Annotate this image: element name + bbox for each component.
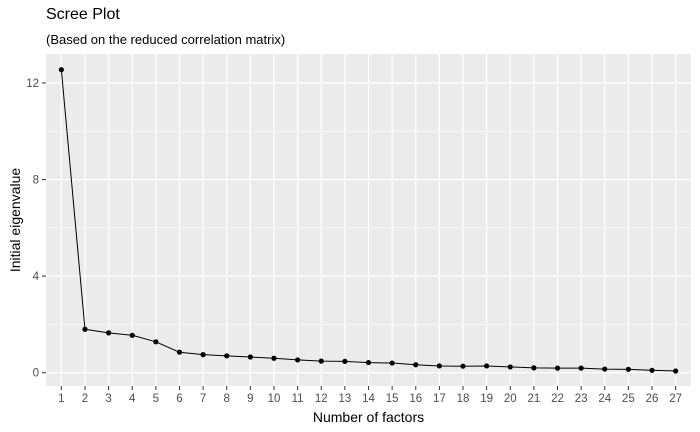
data-point [129,332,135,338]
data-point [318,358,324,364]
x-tick-label: 11 [292,393,304,405]
y-tick-label: 12 [26,78,39,90]
data-point [82,326,88,332]
x-axis-title: Number of factors [313,409,424,425]
data-point [342,358,348,364]
eigenvalue-series [58,67,679,374]
data-point [224,353,230,359]
x-tick-label: 15 [386,393,399,405]
data-point [436,363,442,369]
x-tick-label: 14 [362,393,375,405]
grid-major [46,54,691,386]
data-point [106,330,112,336]
x-tick-label: 20 [504,393,517,405]
data-point [602,366,608,372]
x-tick-label: 7 [200,393,206,405]
x-tick-label: 10 [268,393,281,405]
y-tick-label: 0 [33,368,39,380]
data-point [247,354,253,360]
x-tick-label: 13 [338,393,351,405]
data-point [673,368,679,374]
x-tick-label: 27 [669,393,682,405]
data-point [507,364,513,370]
data-point [554,365,561,371]
x-tick-label: 19 [480,393,493,405]
data-point [649,367,655,373]
chart-title: Scree Plot [46,6,120,23]
y-tick-label: 8 [33,175,39,187]
x-tick-label: 25 [622,393,635,405]
x-tick-label: 23 [575,393,588,405]
data-point [58,67,64,73]
x-tick-label: 21 [527,393,540,405]
x-tick-label: 17 [433,393,446,405]
x-tick-label: 16 [409,393,422,405]
chart-subtitle: (Based on the reduced correlation matrix… [46,32,286,47]
data-point [578,365,584,371]
data-point [153,339,159,345]
x-tick-label: 22 [551,393,564,405]
data-point [484,363,490,369]
x-tick-label: 24 [598,393,611,405]
data-point [200,352,206,358]
x-tick-label: 12 [315,393,328,405]
data-point [365,359,372,366]
x-tick-label: 1 [58,393,64,405]
data-point [531,365,537,371]
data-point [389,360,395,366]
data-point [625,366,631,372]
data-point [271,355,277,361]
data-point [176,349,183,355]
x-tick-label: 3 [105,393,111,405]
y-tick-label: 4 [33,271,40,283]
data-point [295,357,301,363]
x-tick-label: 26 [646,393,659,405]
y-axis-title: Initial eigenvalue [7,168,23,273]
x-tick-label: 9 [247,393,253,405]
x-tick-label: 6 [176,393,182,405]
x-tick-label: 18 [457,393,470,405]
x-tick-label: 5 [153,393,159,405]
x-tick-label: 2 [82,393,88,405]
data-point [413,362,419,368]
x-tick-label: 4 [129,393,136,405]
x-tick-label: 8 [224,393,230,405]
data-point [460,363,466,369]
